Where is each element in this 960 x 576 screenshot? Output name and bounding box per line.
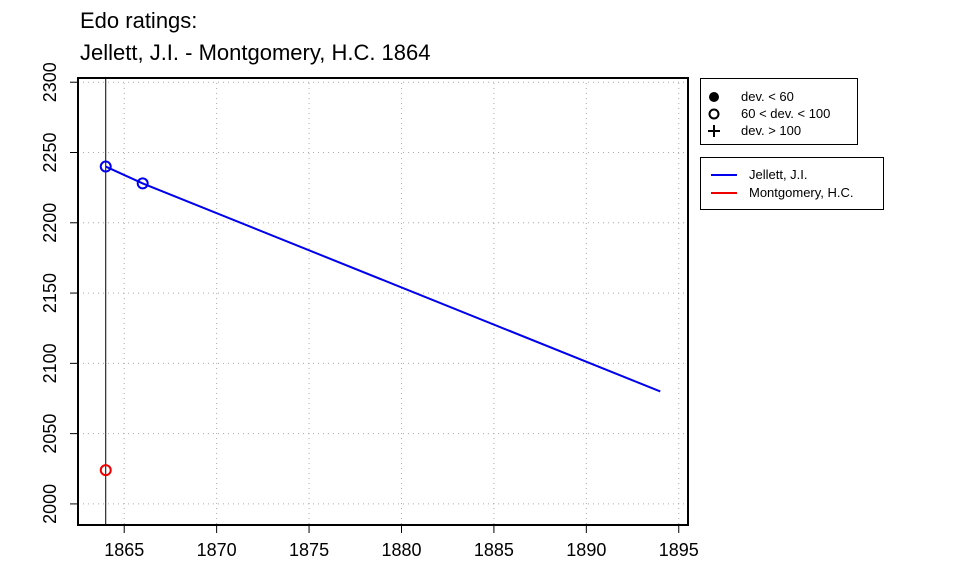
y-tick-label: 2250 (40, 132, 60, 172)
y-tick-label: 2150 (40, 273, 60, 313)
series-line (105, 165, 661, 393)
filled-circle-icon (701, 91, 727, 103)
x-tick-label: 1885 (474, 540, 514, 560)
deviation-legend: dev. < 60 60 < dev. < 100 dev. > 100 (700, 78, 858, 145)
y-tick-label: 2050 (40, 414, 60, 454)
series-lines (105, 165, 661, 393)
grid-lines (78, 78, 688, 525)
x-tick-label: 1870 (197, 540, 237, 560)
x-tick-label: 1880 (381, 540, 421, 560)
y-tick-label: 2100 (40, 343, 60, 383)
chart-title-line-2: Jellett, J.I. - Montgomery, H.C. 1864 (80, 40, 431, 65)
y-tick-label: 2300 (40, 62, 60, 102)
legend-label: Montgomery, H.C. (749, 185, 854, 200)
data-point (99, 160, 112, 173)
x-tick-label: 1865 (104, 540, 144, 560)
legend-item-montgomery: Montgomery, H.C. (701, 184, 854, 201)
red-line-swatch (711, 191, 737, 194)
legend-label: 60 < dev. < 100 (741, 106, 831, 121)
legend-label: Jellett, J.I. (749, 167, 808, 182)
legend-item-dev-gt-100: dev. > 100 (701, 122, 801, 139)
x-tick-label: 1875 (289, 540, 329, 560)
chart-title-line-1: Edo ratings: (80, 8, 198, 33)
y-tick-label: 2200 (40, 203, 60, 243)
legend-item-dev-60-100: 60 < dev. < 100 (701, 105, 830, 122)
legend-item-jellett: Jellett, J.I. (701, 166, 808, 183)
x-axis: 1865 1870 1875 1880 1885 1890 1895 (104, 525, 699, 560)
y-axis: 2000 2050 2100 2150 2200 2250 2300 (40, 62, 78, 524)
x-tick-label: 1895 (659, 540, 699, 560)
data-point (99, 464, 112, 477)
x-tick-label: 1890 (566, 540, 606, 560)
legend-label: dev. > 100 (741, 123, 802, 138)
plus-icon (701, 124, 727, 138)
data-point (136, 177, 149, 190)
legend-label: dev. < 60 (741, 89, 794, 104)
open-circle-icon (701, 108, 727, 120)
y-tick-label: 2000 (40, 484, 60, 524)
series-legend: Jellett, J.I. Montgomery, H.C. (700, 157, 884, 210)
data-points (99, 160, 149, 477)
blue-line-swatch (711, 173, 737, 176)
legend-item-dev-lt-60: dev. < 60 (701, 88, 794, 105)
plot-frame (77, 77, 689, 526)
